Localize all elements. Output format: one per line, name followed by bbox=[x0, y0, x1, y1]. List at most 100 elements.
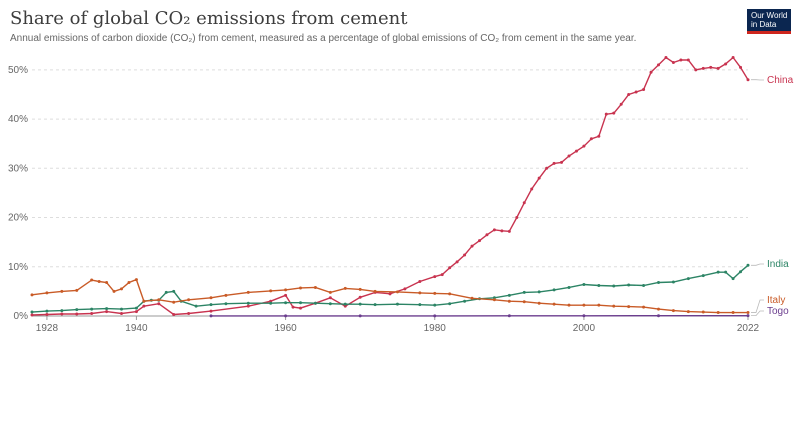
data-point-china bbox=[187, 312, 191, 316]
data-point-italy bbox=[686, 310, 690, 314]
data-point-china bbox=[545, 166, 549, 170]
data-point-china bbox=[246, 304, 250, 308]
data-point-india bbox=[120, 307, 123, 311]
data-point-italy bbox=[172, 300, 176, 304]
data-point-italy bbox=[537, 301, 541, 305]
data-point-china bbox=[470, 244, 474, 248]
data-point-italy bbox=[60, 289, 64, 293]
data-point-italy bbox=[657, 307, 660, 311]
data-point-china bbox=[30, 313, 34, 317]
data-point-india bbox=[612, 284, 616, 288]
data-point-china bbox=[701, 66, 705, 70]
data-point-china bbox=[403, 287, 407, 291]
data-point-italy bbox=[246, 290, 250, 294]
data-point-india bbox=[45, 309, 49, 313]
data-point-italy bbox=[269, 289, 273, 293]
data-point-italy bbox=[567, 303, 571, 307]
data-point-china bbox=[291, 305, 295, 309]
y-tick-label: 40% bbox=[8, 114, 28, 125]
data-point-china bbox=[597, 134, 601, 138]
data-point-italy bbox=[716, 311, 720, 315]
data-point-china bbox=[522, 201, 526, 205]
data-point-china bbox=[739, 65, 743, 69]
logo-line-2: in Data bbox=[751, 20, 777, 29]
series-line-italy bbox=[31, 278, 748, 314]
data-point-china bbox=[589, 137, 593, 141]
data-point-italy bbox=[522, 300, 526, 304]
data-point-india bbox=[746, 263, 750, 267]
data-point-italy bbox=[701, 310, 705, 314]
data-point-italy bbox=[470, 296, 474, 300]
data-point-india bbox=[597, 283, 601, 287]
data-point-china bbox=[142, 304, 146, 308]
data-point-china bbox=[642, 88, 646, 92]
data-point-china bbox=[604, 112, 608, 116]
logo-line-1: Our World bbox=[751, 11, 788, 20]
data-point-italy bbox=[127, 281, 131, 285]
data-point-india bbox=[164, 290, 168, 294]
data-point-china bbox=[612, 111, 616, 115]
y-tick-label: 20% bbox=[8, 213, 28, 224]
series-label-togo: Togo bbox=[767, 306, 789, 317]
data-point-china bbox=[299, 306, 302, 310]
data-point-italy bbox=[112, 289, 116, 293]
data-point-india bbox=[716, 270, 720, 274]
series-china bbox=[30, 56, 750, 317]
data-point-china bbox=[209, 309, 213, 313]
data-point-italy bbox=[30, 293, 34, 297]
data-point-china bbox=[455, 260, 459, 264]
data-point-italy bbox=[284, 288, 288, 292]
x-tick-label: 1940 bbox=[125, 323, 148, 334]
data-point-india bbox=[313, 301, 317, 305]
data-point-china bbox=[664, 56, 668, 60]
data-point-india bbox=[373, 303, 377, 307]
data-point-china bbox=[634, 90, 638, 94]
data-point-china bbox=[418, 280, 422, 284]
data-point-italy bbox=[746, 311, 750, 315]
data-point-india bbox=[739, 270, 743, 274]
data-point-italy bbox=[373, 289, 377, 293]
data-point-india bbox=[642, 283, 646, 287]
owid-logo[interactable]: Our World in Data bbox=[747, 9, 791, 34]
data-point-china bbox=[478, 239, 481, 243]
data-point-china bbox=[507, 229, 511, 233]
data-point-italy bbox=[448, 292, 452, 296]
x-tick-label: 1980 bbox=[424, 323, 447, 334]
data-point-india bbox=[269, 301, 273, 305]
data-point-china bbox=[537, 176, 541, 180]
chart-subtitle: Annual emissions of carbon dioxide (CO₂)… bbox=[10, 33, 637, 44]
data-point-italy bbox=[552, 302, 556, 306]
data-point-italy bbox=[418, 291, 422, 295]
data-point-italy bbox=[224, 293, 228, 297]
data-point-india bbox=[30, 310, 34, 314]
data-point-togo bbox=[358, 314, 362, 318]
data-point-italy bbox=[507, 299, 511, 303]
data-point-china bbox=[515, 216, 519, 220]
data-point-china bbox=[574, 149, 578, 153]
data-point-china bbox=[694, 68, 698, 72]
data-point-india bbox=[395, 302, 399, 306]
data-point-china bbox=[105, 310, 109, 314]
series-line-china bbox=[31, 56, 749, 316]
data-point-india bbox=[90, 307, 94, 311]
data-point-india bbox=[418, 303, 422, 307]
data-point-india bbox=[627, 283, 631, 287]
data-point-india bbox=[582, 282, 586, 286]
series-label-italy: Italy bbox=[767, 295, 785, 306]
data-point-china bbox=[440, 273, 444, 277]
data-point-india bbox=[172, 289, 176, 293]
data-point-china bbox=[45, 313, 49, 317]
data-point-china bbox=[90, 312, 94, 316]
data-point-china bbox=[492, 228, 496, 232]
data-point-china bbox=[60, 312, 64, 316]
data-point-italy bbox=[731, 311, 735, 315]
data-point-india bbox=[448, 302, 452, 306]
data-point-china bbox=[552, 161, 556, 165]
data-point-india bbox=[671, 280, 675, 284]
data-point-italy bbox=[395, 290, 399, 294]
data-point-italy bbox=[582, 303, 586, 307]
data-point-italy bbox=[492, 298, 496, 302]
data-point-china bbox=[686, 58, 690, 62]
data-point-italy bbox=[627, 305, 631, 309]
